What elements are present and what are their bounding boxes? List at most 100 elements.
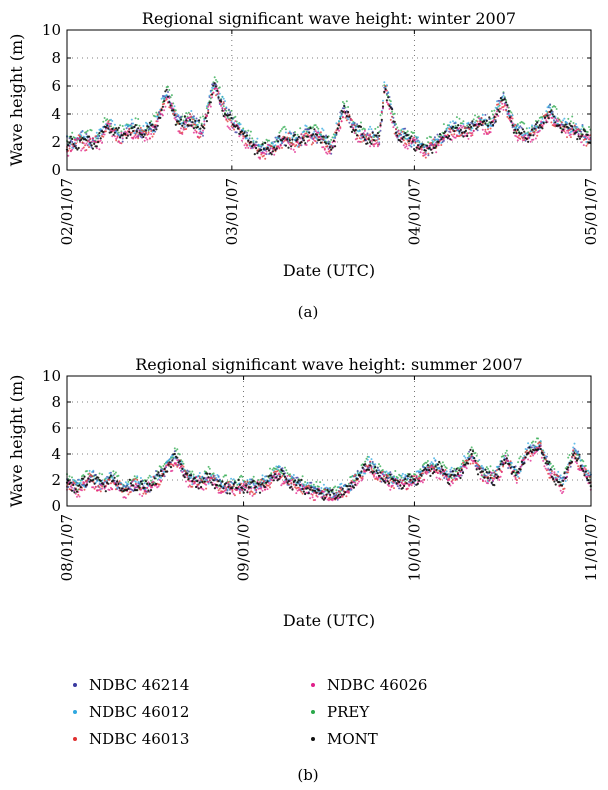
data-point-ndbc-46026 [352,126,355,129]
data-point-prey [567,117,570,120]
data-point-prey [270,472,273,475]
data-point-mont [558,481,561,484]
data-point-ndbc-46026 [84,149,87,152]
data-point-ndbc-46012 [264,475,266,478]
data-point-ndbc-46012 [564,480,567,482]
data-point-ndbc-46012 [582,465,585,468]
data-point-ndbc-46012 [239,123,242,126]
data-point-mont [336,127,339,130]
data-point-prey [213,76,216,79]
data-point-mont [420,474,423,477]
data-point-ndbc-46026 [529,140,532,143]
y-tick-label: 4 [51,105,61,123]
data-point-ndbc-46013 [379,122,382,125]
data-point-ndbc-46012 [262,478,265,481]
data-point-mont [69,481,72,484]
data-point-ndbc-46026 [81,489,83,492]
data-point-ndbc-46026 [497,115,500,117]
data-point-ndbc-46013 [362,139,365,142]
data-point-mont [211,93,214,96]
data-point-prey [419,468,422,471]
data-point-ndbc-46012 [497,465,499,468]
data-point-ndbc-46026 [124,497,127,499]
data-point-ndbc-46012 [111,120,114,122]
data-point-mont [231,123,234,126]
data-point-mont [429,474,432,477]
data-point-ndbc-46026 [392,126,395,129]
data-point-ndbc-46214 [427,154,430,157]
data-point-mont [349,125,352,128]
data-point-mont [220,100,223,103]
data-point-ndbc-46013 [310,143,313,146]
data-point-ndbc-46013 [585,144,588,147]
data-point-mont [183,476,186,479]
data-point-mont [374,466,377,469]
data-point-ndbc-46012 [284,131,287,134]
data-point-mont [406,475,409,478]
data-point-ndbc-46012 [165,461,167,464]
data-point-ndbc-46026 [419,151,422,154]
data-point-ndbc-46012 [561,477,563,480]
data-point-mont [431,151,434,154]
data-point-ndbc-46026 [228,483,231,486]
data-point-prey [178,453,181,456]
data-point-ndbc-46013 [142,492,145,495]
data-point-ndbc-46012 [382,99,384,102]
data-point-mont [508,116,512,119]
data-point-mont [75,490,79,493]
data-point-mont [327,142,330,145]
data-point-ndbc-46026 [95,147,98,150]
data-point-mont [360,470,363,473]
data-point-mont [169,466,173,469]
data-point-ndbc-46026 [459,124,462,127]
data-point-ndbc-46013 [506,115,509,118]
data-point-ndbc-46013 [101,485,104,488]
data-point-mont [124,133,127,136]
data-point-mont [147,489,150,492]
data-point-ndbc-46026 [110,129,112,132]
data-point-ndbc-46026 [358,480,360,483]
data-point-ndbc-46026 [238,490,241,493]
data-point-mont [144,129,148,132]
data-point-ndbc-46012 [91,471,94,473]
data-point-mont [266,146,269,150]
data-point-mont [191,121,194,124]
data-point-ndbc-46026 [514,478,517,481]
data-point-mont [546,114,549,117]
data-point-ndbc-46026 [451,482,454,485]
data-point-mont [306,135,309,138]
data-point-prey [230,109,233,112]
data-point-ndbc-46012 [538,443,541,446]
data-point-ndbc-46026 [284,481,286,484]
data-point-mont [359,474,362,477]
data-point-ndbc-46026 [145,136,147,139]
data-point-ndbc-46013 [128,127,131,130]
data-point-ndbc-46013 [569,136,572,139]
data-point-mont [178,460,181,463]
data-point-mont [116,128,119,131]
data-point-ndbc-46013 [257,484,260,487]
data-point-ndbc-46214 [553,119,555,122]
data-point-ndbc-46013 [568,463,571,466]
data-point-mont [73,491,76,494]
data-point-prey [582,460,585,463]
data-point-mont [262,484,265,487]
data-point-ndbc-46026 [410,142,413,145]
data-point-ndbc-46012 [222,97,225,100]
data-point-prey [249,130,252,133]
data-point-mont [406,134,409,137]
data-point-mont [203,127,206,130]
data-point-mont [434,465,437,468]
data-point-ndbc-46013 [504,460,507,463]
data-point-ndbc-46012 [192,475,195,478]
data-point-ndbc-46026 [488,479,491,482]
data-point-ndbc-46012 [496,100,498,103]
data-point-mont [155,128,158,131]
data-point-ndbc-46026 [164,105,167,108]
data-point-ndbc-46026 [397,129,400,132]
data-point-ndbc-46026 [200,132,203,135]
data-point-ndbc-46013 [573,124,576,127]
data-point-ndbc-46026 [119,142,122,144]
data-point-ndbc-46026 [185,121,188,124]
data-point-ndbc-46214 [255,491,258,494]
